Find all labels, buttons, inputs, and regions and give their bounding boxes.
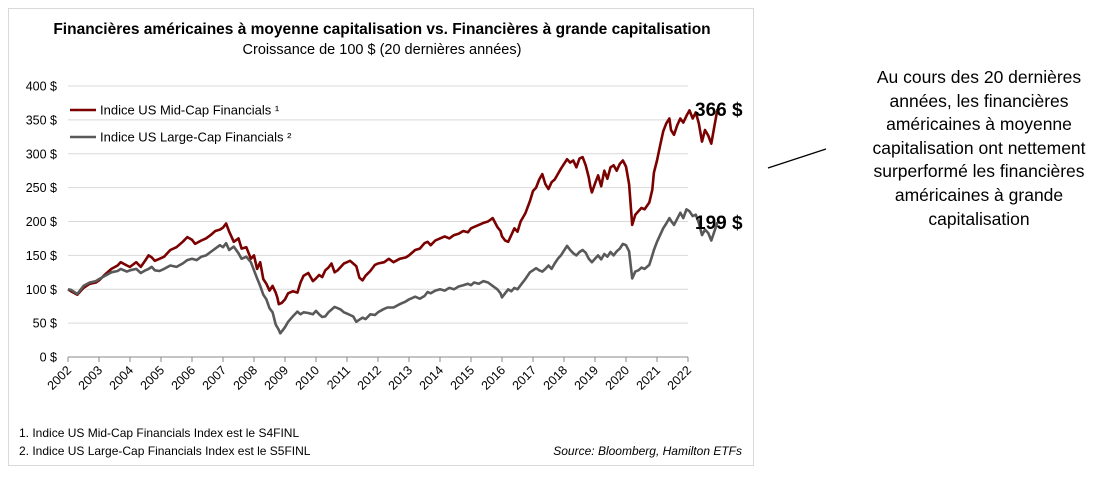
y-tick-label: 0 $: [40, 351, 57, 365]
source-note: Source: Bloomberg, Hamilton ETFs: [553, 444, 742, 458]
legend: Indice US Mid-Cap Financials ¹ Indice US …: [70, 103, 292, 145]
end-labels: 366 $ 199 $: [695, 100, 743, 234]
chart-panel: Financières américaines à moyenne capita…: [8, 8, 754, 466]
gridlines: [68, 85, 688, 324]
chart-subtitle: Croissance de 100 $ (20 dernières années…: [243, 42, 522, 58]
y-tick-label: 200 $: [26, 215, 57, 229]
y-tick-label: 100 $: [26, 283, 57, 297]
legend-label-1: Indice US Mid-Cap Financials ¹: [100, 103, 280, 118]
y-tick-label: 400 $: [26, 80, 57, 94]
y-tick-label: 50 $: [33, 317, 57, 331]
series-lines: [67, 108, 719, 335]
series-line-1: [67, 108, 719, 306]
side-note: Au cours des 20 dernières années, les fi…: [872, 67, 1086, 229]
y-tick-label: 300 $: [26, 147, 57, 161]
footnote-1: 1. Indice US Mid-Cap Financials Index es…: [19, 426, 299, 440]
y-tick-label: 150 $: [26, 249, 57, 263]
y-tick-label: 350 $: [26, 113, 57, 127]
series-line-2: [67, 208, 719, 335]
line-chart: Financières américaines à moyenne capita…: [19, 21, 743, 458]
chart-title: Financières américaines à moyenne capita…: [53, 21, 710, 38]
end-value-label-1: 366 $: [695, 100, 743, 121]
end-value-label-2: 199 $: [695, 213, 743, 234]
y-tick-label: 250 $: [26, 181, 57, 195]
legend-label-2: Indice US Large-Cap Financials ²: [100, 130, 292, 145]
footnote-2: 2. Indice US Large-Cap Financials Index …: [19, 444, 311, 458]
